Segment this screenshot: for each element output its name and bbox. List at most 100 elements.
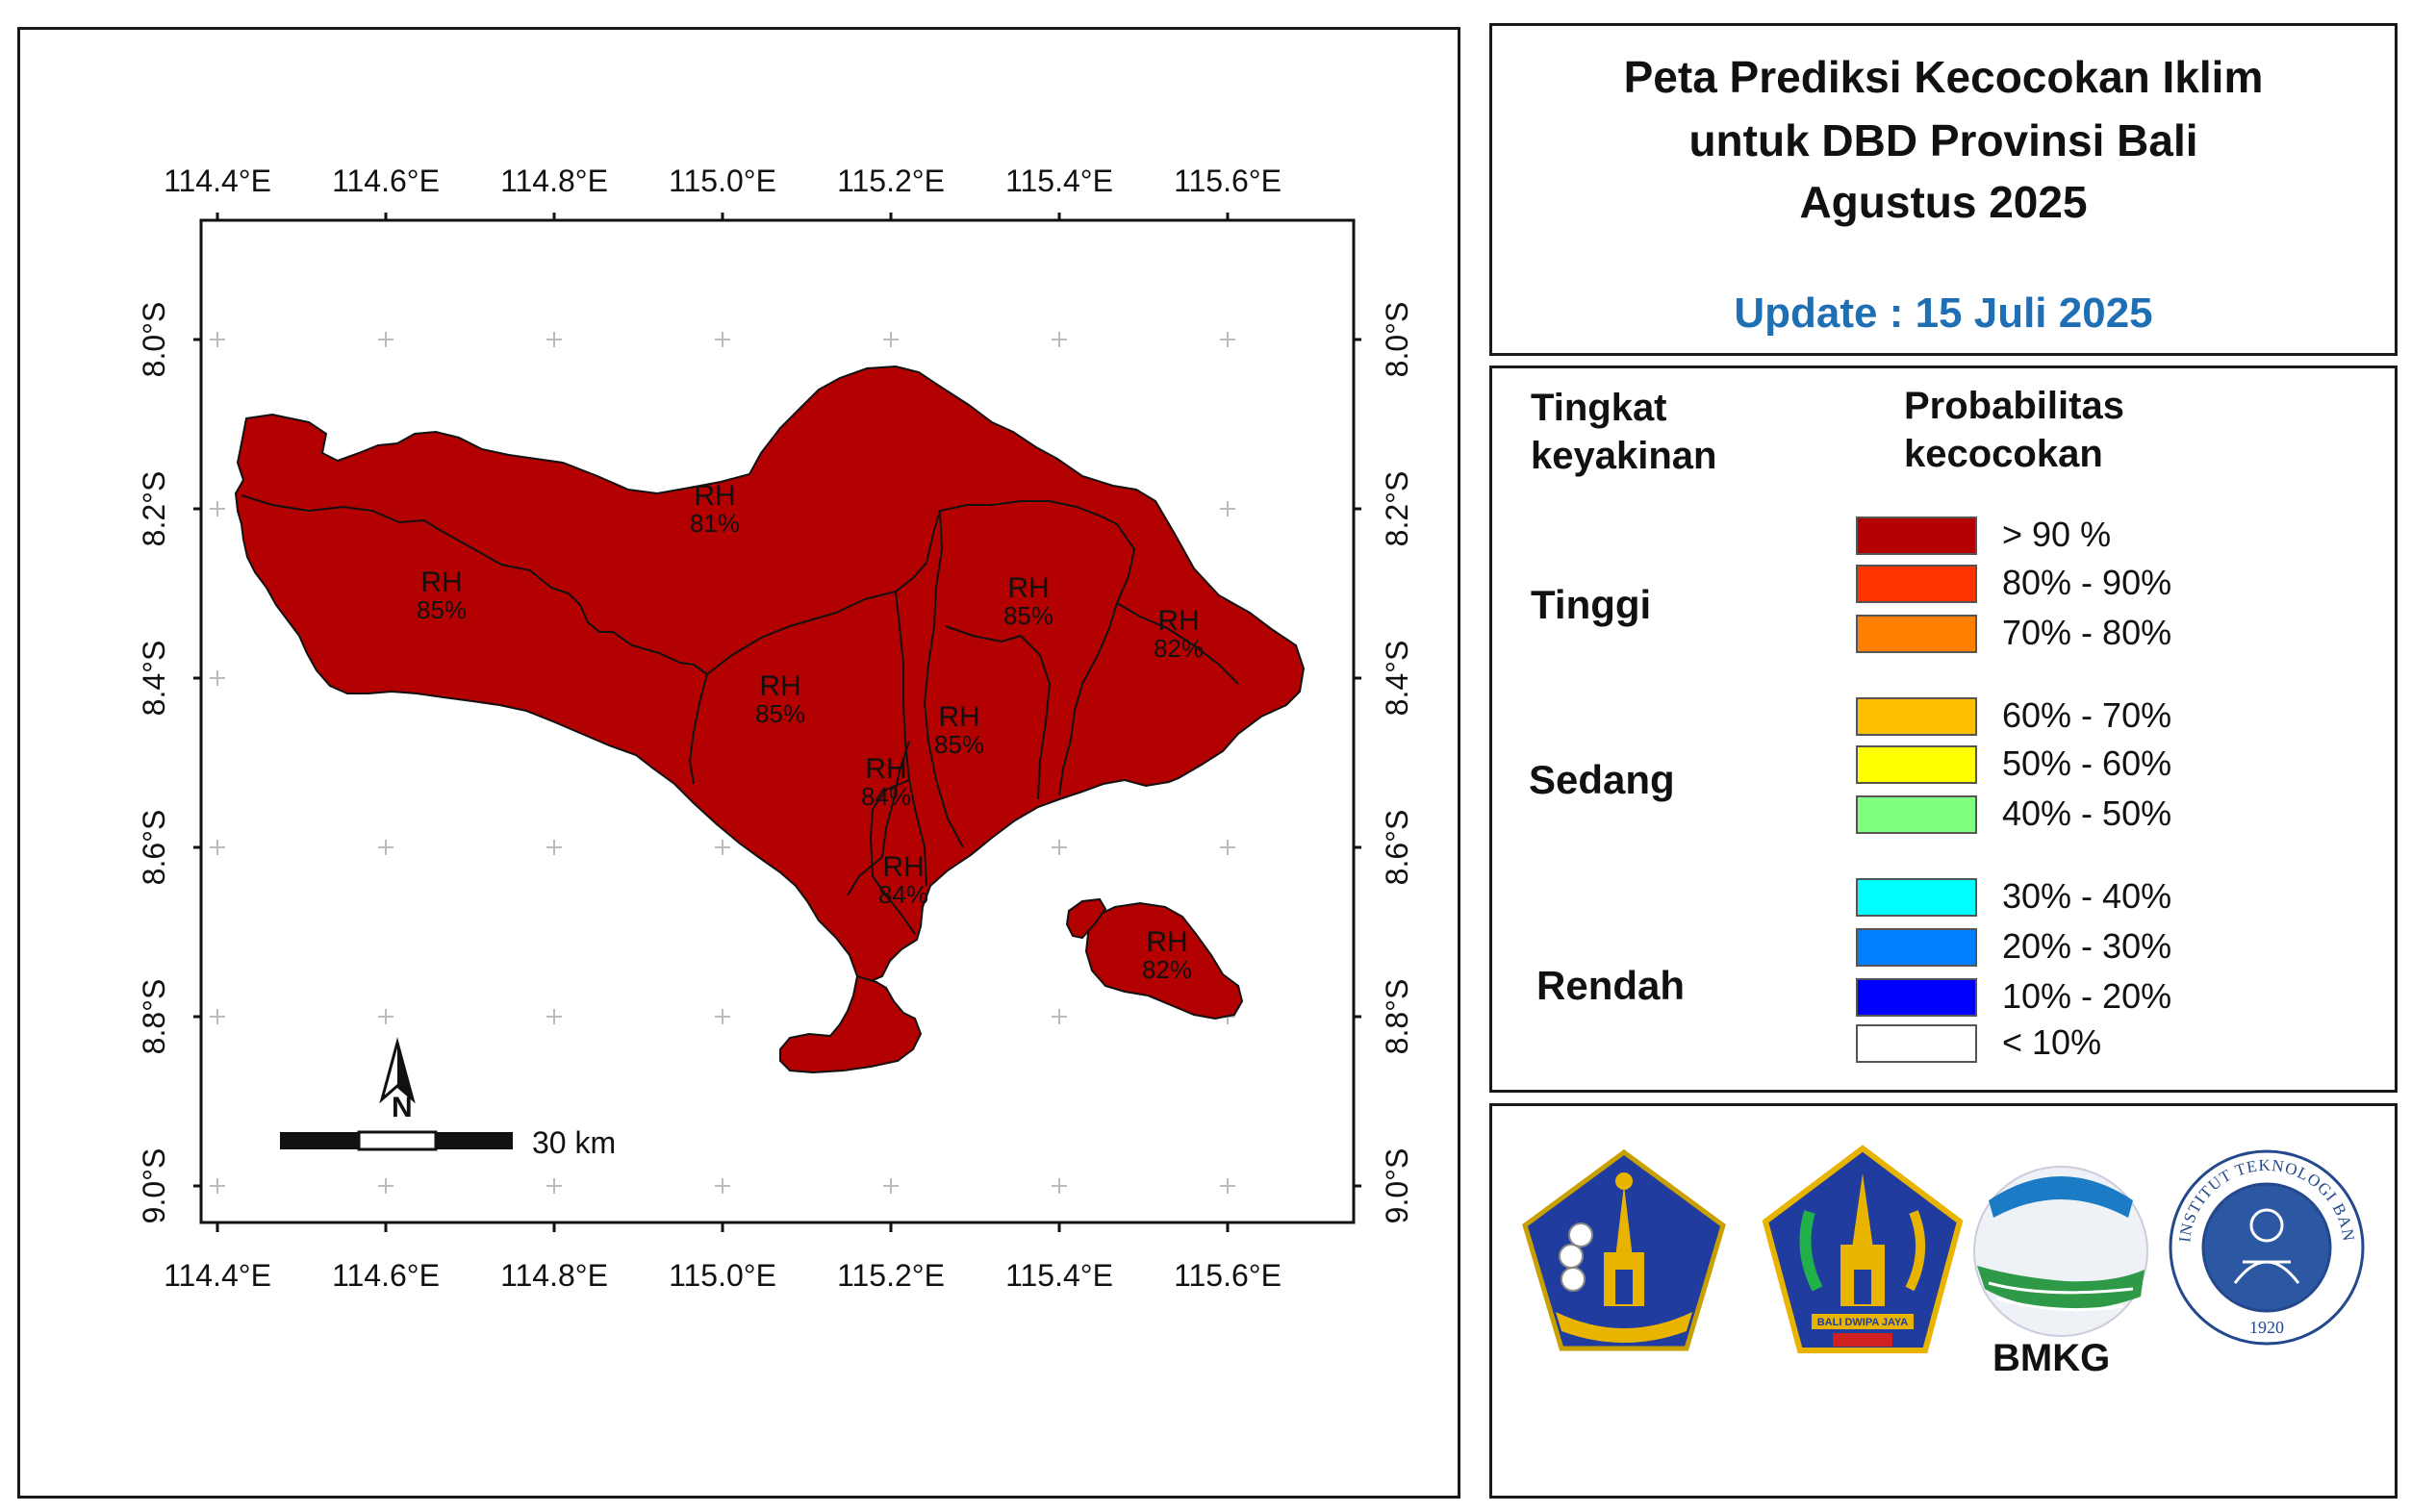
region-category-label: RH xyxy=(694,480,735,512)
graticule-cross xyxy=(1052,1178,1067,1194)
graticule-cross xyxy=(378,1009,393,1024)
bali-dwipa-jaya-emblem-icon: BALI DWIPA JAYA xyxy=(1762,1145,1964,1353)
legend-label: 60% - 70% xyxy=(2002,695,2172,735)
graticule-cross xyxy=(546,332,562,347)
region-category-label: RH xyxy=(759,670,800,702)
regency-boundaries xyxy=(241,494,1239,935)
graticule xyxy=(210,332,1235,1194)
graticule-cross xyxy=(546,1178,562,1194)
lon-label-top: 115.6°E xyxy=(1174,164,1282,198)
update-date: Update : 15 Juli 2025 xyxy=(1734,290,2153,337)
lat-label-right: 9.0°S xyxy=(1380,1148,1414,1224)
bali-motto-text: BALI DWIPA JAYA xyxy=(1817,1317,1909,1328)
graticule-cross xyxy=(1220,1178,1235,1194)
legend-header-confidence-line1: Tingkat xyxy=(1531,387,1667,429)
lat-label-right: 8.0°S xyxy=(1380,302,1414,378)
lon-label-top: 114.8°E xyxy=(500,164,608,198)
graticule-cross xyxy=(1052,840,1067,855)
graticule-cross xyxy=(210,670,225,686)
lat-label-left: 8.6°S xyxy=(137,810,171,886)
region-category-label: RH xyxy=(1007,572,1049,604)
title-line-3: Agustus 2025 xyxy=(1799,177,2088,227)
legend-swatch xyxy=(1856,978,1977,1017)
graticule-cross xyxy=(715,840,730,855)
legend-swatch xyxy=(1856,795,1977,834)
itb-logo-icon: INSTITUT TEKNOLOGI BANDUNG 1920 xyxy=(2168,1148,2365,1346)
lon-label-bottom: 114.8°E xyxy=(500,1258,608,1293)
lon-label-bottom: 115.4°E xyxy=(1005,1258,1113,1293)
legend-label: 30% - 40% xyxy=(2002,876,2172,916)
scale-bar: 30 km xyxy=(280,1125,616,1160)
legend-header-confidence-line2: keyakinan xyxy=(1531,435,1717,477)
graticule-cross xyxy=(715,332,730,347)
bmkg-logo-icon xyxy=(1973,1166,2148,1337)
graticule-cross xyxy=(715,1178,730,1194)
lon-label-bottom: 114.4°E xyxy=(164,1258,271,1293)
graticule-cross xyxy=(1220,840,1235,855)
lat-label-right: 8.6°S xyxy=(1380,810,1414,886)
map-panel: 114.4°E 114.6°E 114.8°E 115.0°E 115.2°E 115.4… xyxy=(17,27,1460,1499)
region-value-label: 85% xyxy=(934,730,984,759)
lat-label-left: 8.8°S xyxy=(137,979,171,1055)
bali-island-shape xyxy=(234,365,1306,984)
graticule-cross xyxy=(1220,332,1235,347)
graticule-cross xyxy=(210,501,225,517)
region-value-label: 81% xyxy=(690,509,740,538)
region-category-label: RH xyxy=(420,567,462,598)
lon-label-top: 114.4°E xyxy=(164,164,271,198)
nusa-penida-shape xyxy=(1084,901,1244,1021)
title-line-1: Peta Prediksi Kecocokan Iklim xyxy=(1623,52,2264,102)
lon-label-top: 114.6°E xyxy=(332,164,440,198)
lat-labels-left: 8.0°S 8.2°S 8.4°S 8.6°S 8.8°S 9.0°S xyxy=(137,302,201,1223)
region-category-label: RH xyxy=(1157,605,1199,637)
lon-label-top: 115.2°E xyxy=(837,164,945,198)
title-panel: Peta Prediksi Kecocokan Iklim untuk DBD … xyxy=(1489,23,2398,356)
region-category-label: RH xyxy=(865,753,906,785)
legend-label: 10% - 20% xyxy=(2002,976,2172,1016)
legend-panel: Tingkat keyakinan Probabilitas kecocokan… xyxy=(1489,365,2398,1093)
region-value-label: 85% xyxy=(1003,601,1053,630)
graticule-cross xyxy=(378,840,393,855)
legend-label: < 10% xyxy=(2002,1022,2102,1062)
lat-label-left: 8.4°S xyxy=(137,641,171,717)
region-category-label: RH xyxy=(1146,926,1187,958)
itb-year: 1920 xyxy=(2249,1318,2284,1337)
lat-label-left: 8.2°S xyxy=(137,471,171,547)
graticule-cross xyxy=(1052,1009,1067,1024)
level-low: Rendah xyxy=(1536,963,1686,1008)
graticule-cross xyxy=(1220,501,1235,517)
legend-label: 20% - 30% xyxy=(2002,926,2172,966)
legend-label: 70% - 80% xyxy=(2002,613,2172,652)
bali-province-emblem-icon xyxy=(1522,1148,1726,1351)
level-medium: Sedang xyxy=(1529,757,1675,802)
legend-swatch xyxy=(1856,697,1977,736)
region-value-label: 84% xyxy=(861,782,911,811)
bmkg-label: BMKG xyxy=(1992,1337,2111,1379)
region-value-label: 82% xyxy=(1142,955,1192,984)
lat-labels-right: 8.0°S 8.2°S 8.4°S 8.6°S 8.8°S 9.0°S xyxy=(1354,302,1414,1224)
north-arrow-icon: N xyxy=(379,1037,416,1123)
region-category-label: RH xyxy=(882,851,924,883)
scale-label: 30 km xyxy=(532,1125,616,1160)
legend-header-probability: Probabilitas kecocokan xyxy=(1904,382,2124,478)
graticule-cross xyxy=(210,840,225,855)
graticule-cross xyxy=(378,1178,393,1194)
graticule-cross xyxy=(883,332,899,347)
graticule-cross xyxy=(210,332,225,347)
lon-label-top: 115.4°E xyxy=(1005,164,1113,198)
lat-label-right: 8.8°S xyxy=(1380,979,1414,1055)
region-category-label: RH xyxy=(938,701,979,733)
region-value-label: 84% xyxy=(878,880,928,909)
north-label: N xyxy=(392,1092,413,1123)
level-high: Tinggi xyxy=(1531,582,1652,627)
bali-map: 114.4°E 114.6°E 114.8°E 115.0°E 115.2°E 115.4… xyxy=(137,164,1414,1293)
lon-labels-bottom: 114.4°E 114.6°E 114.8°E 115.0°E 115.2°E 115.4… xyxy=(164,1222,1282,1293)
legend-label: 50% - 60% xyxy=(2002,743,2172,783)
region-value-label: 82% xyxy=(1154,634,1204,663)
graticule-cross xyxy=(210,1009,225,1024)
lat-label-left: 8.0°S xyxy=(137,302,171,378)
bukit-peninsula-shape xyxy=(779,974,923,1074)
graticule-cross xyxy=(546,1009,562,1024)
region-value-label: 85% xyxy=(417,595,467,624)
